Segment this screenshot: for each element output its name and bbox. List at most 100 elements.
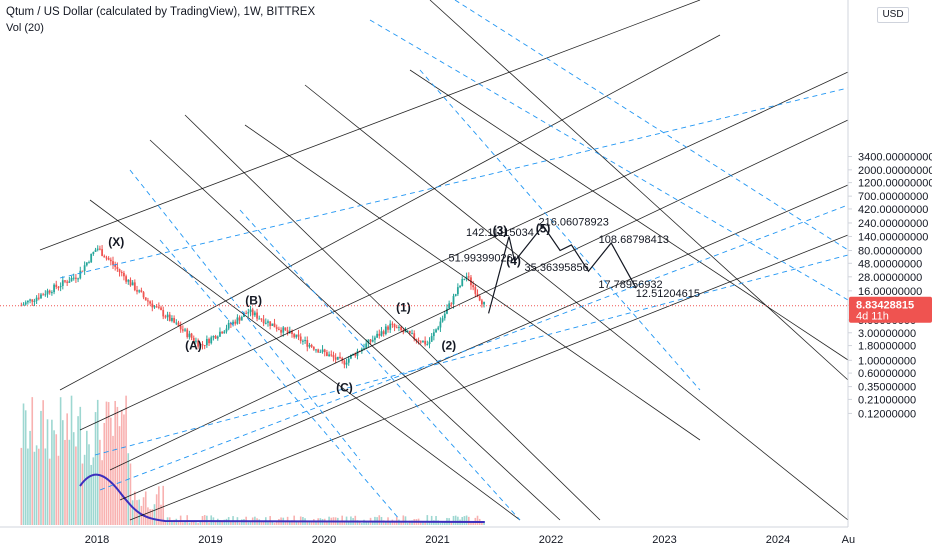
candle-body <box>365 343 368 349</box>
candle-body <box>212 336 215 338</box>
volume-bar <box>308 521 311 525</box>
candle-body <box>225 328 228 332</box>
candle-body <box>443 313 446 319</box>
candle-body <box>450 303 453 305</box>
channel-line <box>79 71 849 431</box>
candle-body <box>343 360 346 365</box>
candle-body <box>219 331 221 337</box>
candle-body <box>149 301 152 304</box>
dashed-line <box>159 239 401 521</box>
price-tick-label: 2000.00000000 <box>858 165 932 177</box>
volume-bar <box>62 420 64 525</box>
candle-body <box>190 333 193 338</box>
volume-bar <box>249 521 252 525</box>
candle-body <box>419 341 422 343</box>
candle-body <box>144 297 147 301</box>
candle-body <box>312 346 315 350</box>
candle-body <box>160 307 162 310</box>
wave-label: (B) <box>245 293 262 307</box>
volume-bar <box>35 445 38 525</box>
candle-body <box>107 258 110 260</box>
candle-body <box>162 309 165 317</box>
volume-bar <box>385 521 387 525</box>
dashed-line <box>129 169 361 461</box>
volume-bar <box>470 522 472 525</box>
price-tick-label: 0.21000000 <box>858 394 916 406</box>
candle-body <box>142 292 145 298</box>
price-tick-label: 0.35000000 <box>858 382 916 394</box>
candle-body <box>258 318 261 320</box>
volume-bar <box>81 463 84 525</box>
candle-body <box>177 322 180 326</box>
volume-bar <box>284 520 287 525</box>
volume-bar <box>188 522 191 525</box>
candle-body <box>264 322 267 324</box>
volume-bar <box>29 430 31 525</box>
volume-bar <box>96 399 99 525</box>
candle-body <box>256 312 258 319</box>
volume-bar <box>53 430 55 525</box>
candle-body <box>369 339 372 342</box>
candle-body <box>428 341 431 345</box>
price-tick-label: 16.00000000 <box>858 286 922 298</box>
volume-bar <box>238 522 241 525</box>
time-tick-label: 2021 <box>425 534 449 546</box>
candle-body <box>184 329 186 331</box>
candle-body <box>221 331 224 334</box>
volume-bar <box>293 515 295 525</box>
currency-button[interactable]: USD <box>877 7 909 23</box>
volume-bar <box>221 520 223 525</box>
volume-indicator-label: Vol (20) <box>6 22 44 34</box>
volume-bar <box>402 515 405 525</box>
candle-body <box>448 303 451 309</box>
candle-body <box>367 339 370 344</box>
candle-body <box>66 281 69 283</box>
channel-line <box>109 119 849 471</box>
candle-body <box>456 287 459 295</box>
last-price-countdown: 4d 11h <box>856 311 889 323</box>
candle-body <box>297 334 300 337</box>
volume-bar <box>116 406 119 525</box>
volume-bar <box>424 521 426 525</box>
price-tick-label: 140.00000000 <box>858 231 928 243</box>
candle-body <box>461 279 464 286</box>
volume-bar <box>46 419 49 525</box>
candle-body <box>253 312 256 316</box>
candle-body <box>267 321 269 323</box>
candle-body <box>306 340 309 347</box>
candle-body <box>286 330 289 333</box>
volume-bar <box>219 520 221 525</box>
volume-bar <box>90 464 92 525</box>
candle-body <box>284 327 287 331</box>
candle-body <box>44 294 47 296</box>
candle-body <box>136 290 138 292</box>
volume-bar <box>426 515 429 525</box>
candle-body <box>302 340 304 342</box>
volume-bar <box>48 458 51 525</box>
price-tick-label: 0.60000000 <box>858 368 916 380</box>
volume-bar <box>68 439 71 525</box>
candle-body <box>157 306 160 308</box>
candle-body <box>478 296 481 301</box>
time-tick-label: Au <box>842 534 855 546</box>
volume-bar <box>37 448 40 525</box>
volume-bar <box>361 522 363 525</box>
volume-bar <box>465 515 468 525</box>
candle-body <box>400 326 403 331</box>
candle-body <box>68 281 71 283</box>
channel-line <box>409 69 849 361</box>
candle-body <box>437 327 440 330</box>
volume-bar <box>190 520 193 525</box>
price-tick-label: 700.00000000 <box>858 191 928 203</box>
candle-body <box>129 279 132 286</box>
candle-body <box>151 303 154 308</box>
volume-bar <box>40 410 42 525</box>
price-tick-label: 0.12000000 <box>858 408 916 420</box>
candle-body <box>109 259 112 262</box>
candle-body <box>171 317 173 321</box>
candle-body <box>472 285 475 288</box>
wave-label: (2) <box>442 338 457 352</box>
candle-body <box>140 290 143 293</box>
volume-bar <box>101 460 103 525</box>
